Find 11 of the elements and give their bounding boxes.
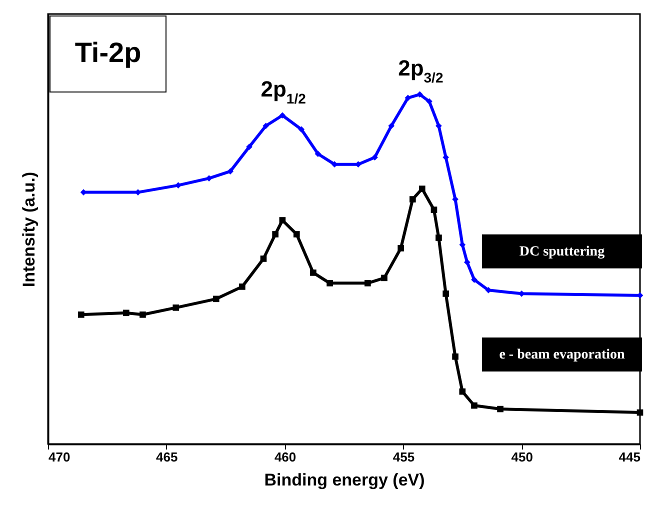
- x-axis-title: Binding energy (eV): [264, 470, 425, 490]
- text: DC sputtering: [519, 244, 605, 260]
- x-tick-label: 460: [274, 450, 296, 464]
- x-tick-label: 445: [618, 450, 640, 464]
- text: e - beam evaporation: [499, 348, 626, 363]
- y-axis-title: Intensity (a.u.): [20, 172, 38, 288]
- x-tick-label: 450: [511, 450, 533, 464]
- x-tick-label: 465: [156, 450, 178, 464]
- x-tick-label: 455: [392, 450, 415, 464]
- chart-title: Ti-2p: [74, 37, 142, 68]
- x-tick-label: 470: [48, 450, 70, 464]
